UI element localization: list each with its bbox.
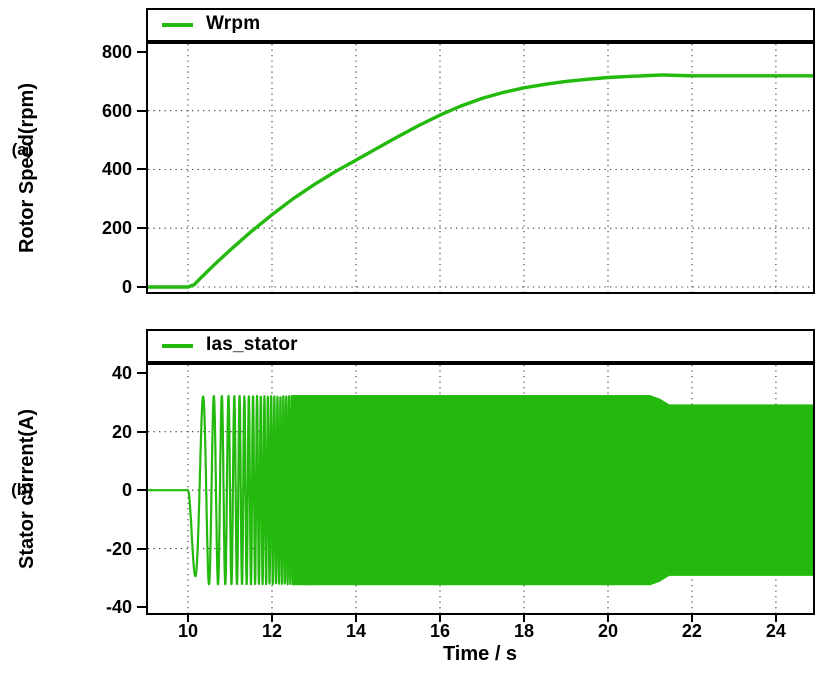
x-tick-label: 22 (681, 621, 702, 641)
x-tick-mark (774, 615, 777, 622)
x-tick-mark (354, 615, 357, 622)
x-tick-label: 12 (261, 621, 282, 641)
stator-current-band (292, 395, 815, 586)
legend-color-sample-ias-stator (162, 344, 193, 348)
x-tick-mark (186, 615, 189, 622)
y-tick-label: 0 (121, 480, 132, 501)
y-tick-mark (137, 168, 146, 171)
y-tick-label: 200 (101, 218, 132, 239)
y-tick-label: -40 (105, 597, 132, 618)
y-tick-label: 600 (101, 100, 132, 121)
x-tick-label: 24 (765, 621, 786, 641)
x-tick-label: 14 (345, 621, 366, 641)
plot-frame (146, 363, 815, 615)
y-tick-label: 20 (111, 421, 132, 442)
x-tick-mark (438, 615, 441, 622)
y-axis-title-stator-current: Stator current(A) (16, 409, 38, 570)
x-tick-mark (690, 615, 693, 622)
y-tick-label: 800 (101, 41, 132, 62)
stator-current-plot-area (146, 363, 815, 615)
x-tick-mark (522, 615, 525, 622)
stator-current-transient (146, 394, 316, 586)
x-tick-mark (606, 615, 609, 622)
x-axis-title-time: Time / s (442, 643, 518, 665)
y-tick-mark (137, 547, 146, 550)
legend-label-wrpm: Wrpm (206, 13, 261, 34)
panel-label-b: (b) (11, 480, 33, 499)
legend-box-ias-stator: Ias_stator (146, 329, 815, 363)
y-tick-mark (137, 285, 146, 288)
rotor-speed-plot-area (146, 42, 815, 294)
panel-label-a: (a) (11, 140, 33, 159)
y-tick-label: 0 (121, 276, 132, 297)
x-tick-label: 20 (597, 621, 618, 641)
y-tick-mark (137, 372, 146, 375)
legend-color-sample-wrpm (162, 23, 193, 27)
x-tick-label: 10 (177, 621, 198, 641)
y-tick-mark (137, 606, 146, 609)
y-tick-mark (137, 109, 146, 112)
x-tick-mark (270, 615, 273, 622)
y-tick-mark (137, 430, 146, 433)
y-axis-title-rotor-speed: Rotor Speed(rpm) (16, 83, 38, 253)
y-tick-label: 400 (101, 159, 132, 180)
x-tick-label: 16 (429, 621, 450, 641)
y-tick-mark (137, 227, 146, 230)
y-tick-label: -20 (105, 538, 132, 559)
rotor-speed-curve (146, 73, 815, 289)
legend-label-ias-stator: Ias_stator (206, 334, 298, 355)
y-tick-mark (137, 489, 146, 492)
y-tick-label: 40 (111, 363, 132, 384)
x-tick-label: 18 (513, 621, 534, 641)
y-tick-mark (137, 50, 146, 53)
legend-box-wrpm: Wrpm (146, 8, 815, 42)
plot-frame (146, 42, 815, 294)
